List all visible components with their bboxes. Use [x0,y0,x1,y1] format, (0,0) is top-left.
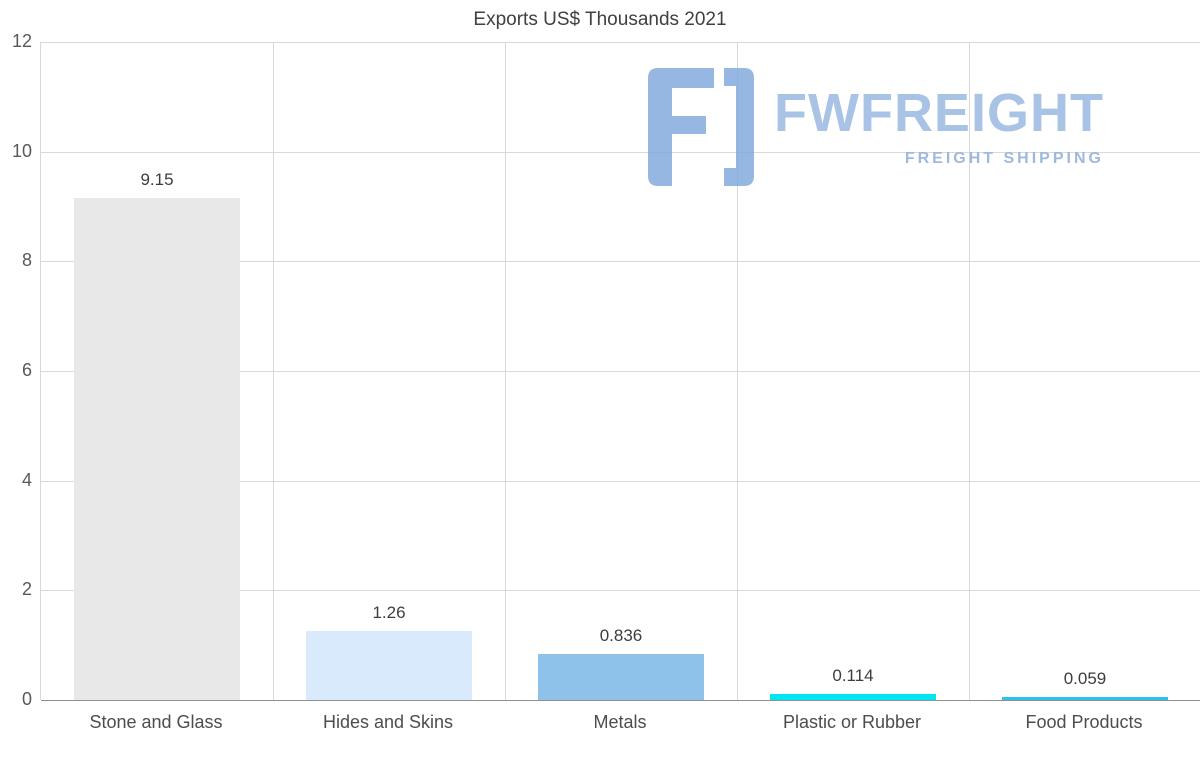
y-tick-label: 2 [21,579,32,600]
gridline-x [505,42,506,700]
category-label: Plastic or Rubber [782,712,922,732]
bar-value-label: 0.836 [599,626,643,645]
category-label: Hides and Skins [322,712,454,732]
bar-value-label: 0.114 [832,666,874,685]
y-tick-label: 6 [21,360,32,380]
category-label: Food Products [1025,712,1143,732]
y-tick-label: 0 [21,689,32,709]
gridline-y-8 [41,261,1200,263]
y-tick-label: 8 [21,250,32,271]
bar-value-label: 0.059 [1063,669,1107,688]
x-axis-line [41,700,1200,701]
gridline-x [737,42,738,700]
bar-hides-and-skins [306,631,472,700]
gridline-y-6 [41,371,1200,372]
bar-value-label: 1.26 [372,603,406,622]
gridline-y-2 [41,590,1200,592]
y-tick-label: 4 [21,469,32,490]
gridline-x [969,42,970,700]
gridline-y-12 [41,42,1200,43]
bar-stone-and-glass [74,198,240,700]
category-label: Metals [593,712,647,732]
bar-metals [538,654,704,700]
bar-value-label: 9.15 [140,170,174,189]
category-label: Stone and Glass [89,712,223,732]
plot-area: 0 2 4 6 8 10 12 9.15 1.26 0.836 0.114 0.059 [12,31,1200,709]
bar-plastic-or-rubber [770,694,936,700]
bar-food-products [1002,697,1168,700]
gridline-x [273,42,274,700]
chart-title: Exports US$ Thousands 2021 [473,9,727,30]
gridline-y-4 [41,480,1200,482]
y-tick-label: 10 [11,140,32,161]
y-tick-label: 12 [11,31,32,51]
gridline-y-10 [41,151,1200,153]
